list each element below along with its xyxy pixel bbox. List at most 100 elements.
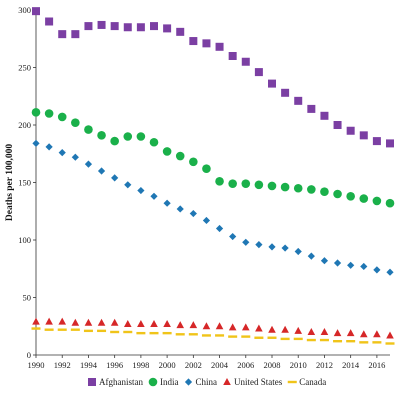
data-point-china xyxy=(320,257,329,265)
data-point-afghanistan xyxy=(150,22,158,31)
data-point-united-states xyxy=(84,318,93,326)
data-point-afghanistan xyxy=(97,20,106,29)
legend-item-india: India xyxy=(148,377,179,387)
legend-item-united-states: United States xyxy=(223,377,283,387)
data-point-afghanistan xyxy=(123,23,132,32)
data-point-canada xyxy=(372,341,382,344)
data-point-china xyxy=(71,153,79,161)
data-point-india xyxy=(84,125,93,134)
data-point-india xyxy=(71,118,80,127)
data-point-india xyxy=(44,109,54,118)
data-point-afghanistan xyxy=(189,37,198,46)
data-point-india xyxy=(215,177,224,186)
data-point-china xyxy=(229,232,237,241)
data-point-canada xyxy=(188,333,198,336)
data-point-india xyxy=(149,137,159,147)
data-point-india xyxy=(320,187,329,196)
x-tick-label: 1990 xyxy=(28,360,45,370)
legend: Afghanistan India China United States Canada xyxy=(88,377,326,387)
data-point-united-states xyxy=(163,319,171,327)
y-tick-label: 150 xyxy=(18,178,31,188)
data-point-afghanistan xyxy=(294,96,303,105)
data-point-afghanistan xyxy=(320,111,329,120)
data-point-china xyxy=(111,174,119,182)
legend-marker-india xyxy=(148,377,158,387)
data-point-united-states xyxy=(137,319,145,327)
data-point-afghanistan xyxy=(136,23,145,32)
data-point-china xyxy=(242,238,250,246)
data-point-canada xyxy=(385,342,395,345)
x-tick-label: 2014 xyxy=(342,360,360,370)
data-point-canada xyxy=(228,335,238,338)
data-point-canada xyxy=(136,331,146,335)
data-point-united-states xyxy=(307,328,316,335)
data-point-united-states xyxy=(320,328,329,335)
data-point-china xyxy=(58,149,66,157)
data-point-canada xyxy=(215,334,225,337)
data-point-india xyxy=(346,192,355,201)
data-point-canada xyxy=(201,334,211,337)
data-point-china xyxy=(45,143,53,151)
y-tick-label: 100 xyxy=(18,235,31,245)
data-point-india xyxy=(333,189,342,199)
data-point-afghanistan xyxy=(71,30,80,39)
data-point-united-states xyxy=(58,317,67,325)
data-point-china xyxy=(281,244,289,252)
data-marks xyxy=(31,7,395,345)
data-point-united-states xyxy=(32,317,40,325)
data-point-united-states xyxy=(268,325,276,333)
y-tick-label: 200 xyxy=(18,120,31,130)
data-point-india xyxy=(57,112,67,122)
data-point-china xyxy=(294,247,302,256)
axes: 0 50 100 150 200 250 300 1990 1992 1994 1996 1998 20… xyxy=(5,5,390,370)
data-point-china xyxy=(373,266,381,274)
data-point-india xyxy=(97,131,106,140)
data-point-canada xyxy=(175,333,185,336)
data-point-china xyxy=(268,243,276,251)
x-tick-label: 1994 xyxy=(80,360,98,370)
data-point-canada xyxy=(70,328,80,331)
data-point-china xyxy=(202,216,211,225)
data-point-united-states xyxy=(333,329,342,337)
data-point-afghanistan xyxy=(333,121,342,129)
data-point-canada xyxy=(110,330,120,334)
data-point-china xyxy=(189,209,197,218)
data-point-india xyxy=(162,147,172,156)
data-point-india xyxy=(175,151,185,161)
data-point-china xyxy=(84,160,93,168)
x-tick-label: 2008 xyxy=(264,360,281,370)
data-point-china xyxy=(333,259,342,267)
legend-label-afghanistan: Afghanistan xyxy=(99,377,143,387)
data-point-canada xyxy=(319,338,329,342)
x-tick-label: 1996 xyxy=(106,360,123,370)
data-point-united-states xyxy=(294,326,303,334)
data-point-india xyxy=(385,198,395,208)
data-point-canada xyxy=(333,340,343,343)
data-point-china xyxy=(176,205,184,213)
x-tick-label: 2006 xyxy=(237,360,254,370)
legend-marker-united-states xyxy=(223,378,231,385)
data-point-canada xyxy=(44,328,54,331)
x-tick-label: 2016 xyxy=(368,360,385,370)
data-point-china xyxy=(124,181,132,189)
x-tick-label: 1992 xyxy=(54,360,71,370)
data-point-canada xyxy=(162,331,172,335)
y-tick-label: 0 xyxy=(27,350,31,360)
data-point-india xyxy=(267,181,277,191)
data-point-canada xyxy=(267,336,277,339)
data-point-afghanistan xyxy=(215,42,224,51)
data-point-china xyxy=(137,186,145,195)
series-afghanistan xyxy=(32,7,394,148)
data-point-india xyxy=(189,157,198,167)
data-point-india xyxy=(254,180,264,190)
data-point-afghanistan xyxy=(386,139,394,148)
data-point-united-states xyxy=(346,329,355,337)
series-china xyxy=(32,139,394,276)
data-point-china xyxy=(255,241,263,249)
data-point-india xyxy=(359,194,369,203)
legend-marker-canada xyxy=(287,380,297,384)
y-tick-label: 300 xyxy=(18,5,31,15)
data-point-afghanistan xyxy=(84,22,93,31)
data-point-canada xyxy=(359,341,369,344)
